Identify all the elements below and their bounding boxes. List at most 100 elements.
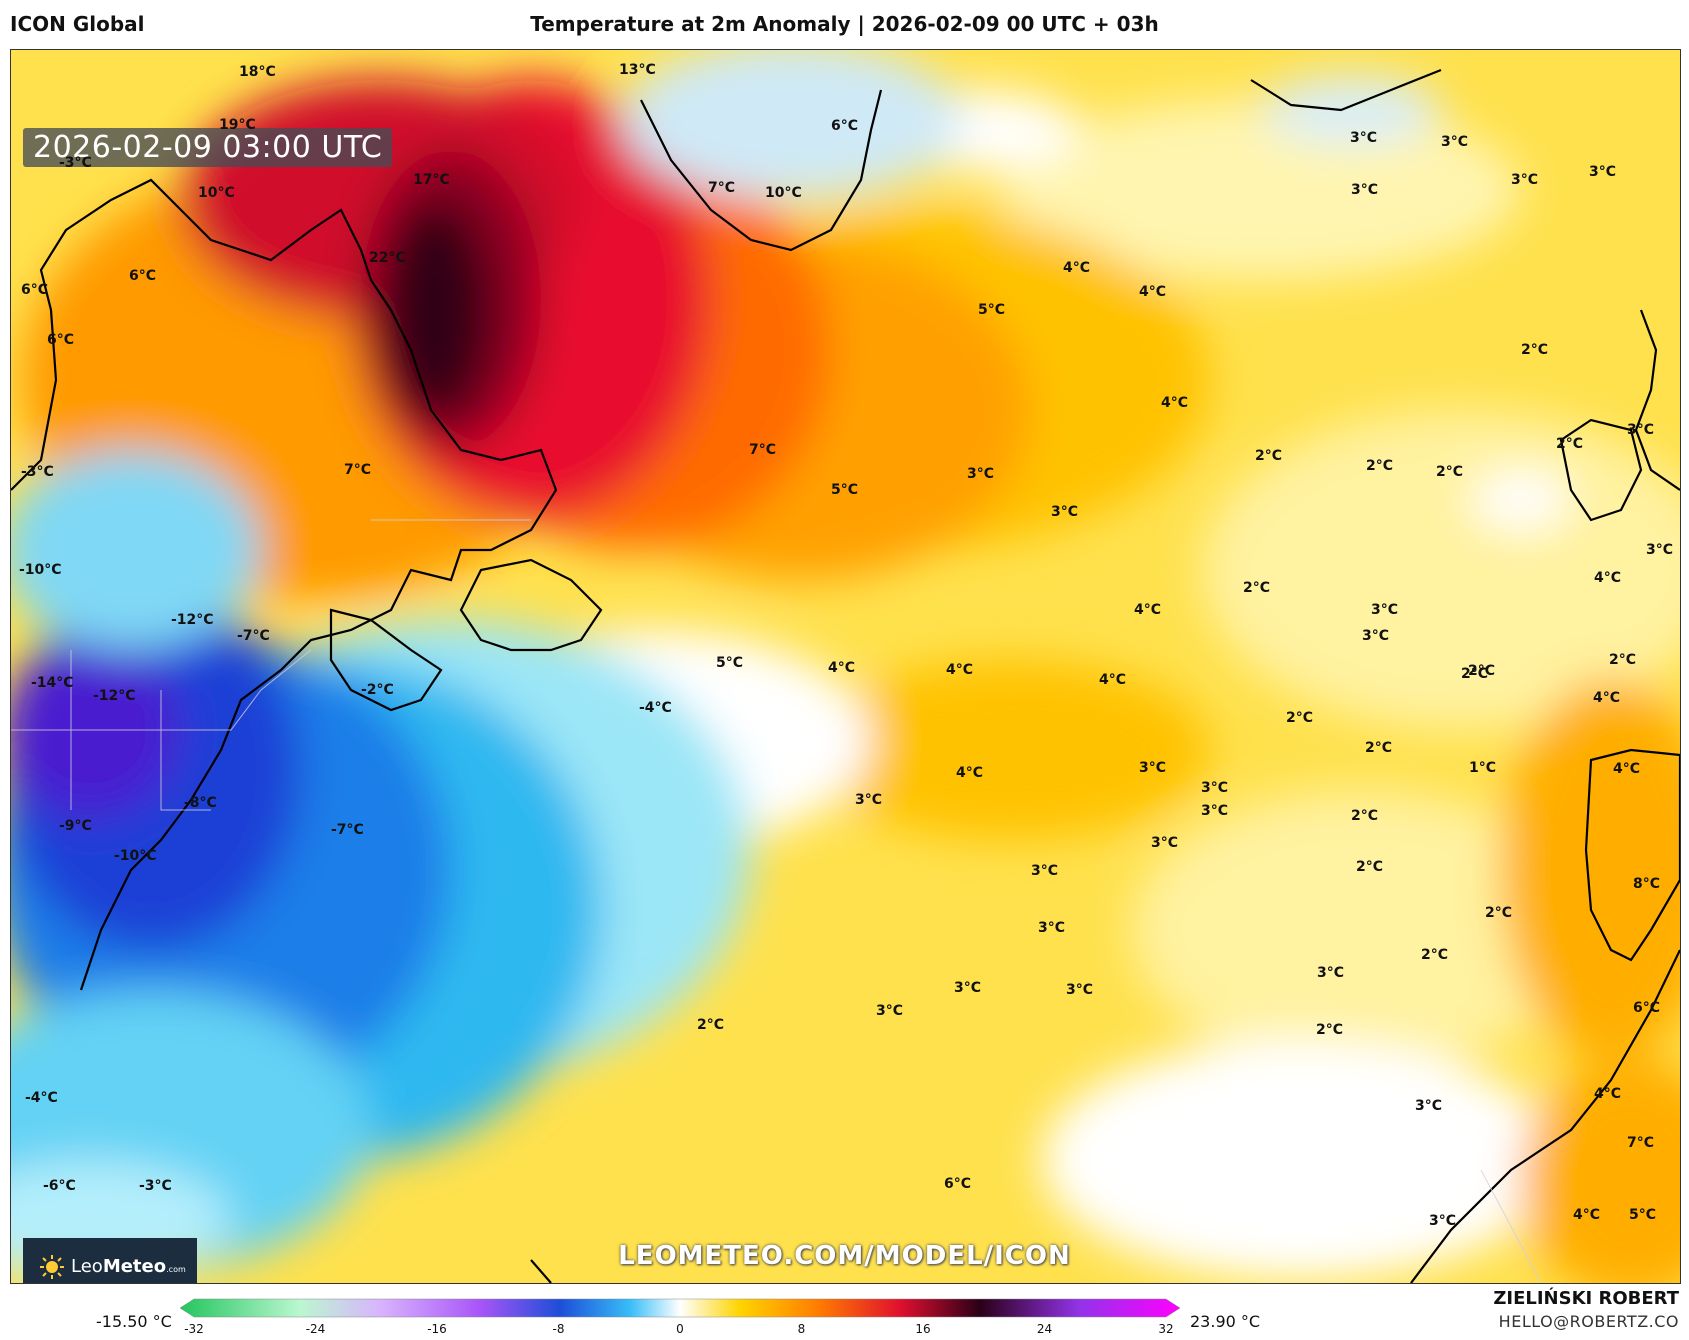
contour-value-label: 6°C	[831, 118, 859, 134]
contour-value-label: -3°C	[21, 464, 54, 480]
contour-value-label: 2°C	[1556, 436, 1584, 452]
contour-value-label: 2°C	[1421, 947, 1449, 963]
contour-value-label: 2°C	[1255, 448, 1283, 464]
contour-value-label: 18°C	[239, 64, 276, 80]
contour-value-label: 2°C	[1351, 808, 1379, 824]
contour-value-label: 2°C	[1286, 710, 1314, 726]
contour-value-label: 8°C	[1633, 876, 1661, 892]
anomaly-map: 2026-02-09 03:00 UTC 18°C 19°C 13°C 6°C -3°C…	[10, 49, 1681, 1284]
contour-value-label: 2°C	[1521, 342, 1549, 358]
colorbar-tick-label: 16	[915, 1322, 931, 1336]
contour-value-label: 7°C	[749, 442, 777, 458]
contour-value-label: 3°C	[1511, 172, 1539, 188]
colorbar-tick-label: -16	[427, 1322, 447, 1336]
contour-value-label: 4°C	[1594, 1086, 1622, 1102]
contour-value-label: 3°C	[1051, 504, 1079, 520]
contour-value-label: 1°C	[1469, 760, 1497, 776]
contour-value-label: 2°C	[1365, 740, 1393, 756]
contour-value-label: -8°C	[184, 795, 217, 811]
contour-value-label: -10°C	[114, 848, 157, 864]
contour-value-label: 2°C	[1609, 652, 1637, 668]
contour-value-label: 2°C	[1461, 666, 1489, 682]
model-name: ICON Global	[10, 12, 145, 36]
author-name: ZIELIŃSKI ROBERT	[1493, 1288, 1679, 1309]
contour-value-label: 6°C	[944, 1176, 972, 1192]
contour-value-label: 3°C	[1350, 130, 1378, 146]
contour-value-label: 4°C	[956, 765, 984, 781]
contour-value-label: 4°C	[1139, 284, 1167, 300]
watermark-url: LEOMETEO.COM/MODEL/ICON	[618, 1241, 1071, 1271]
contour-value-label: 3°C	[1441, 134, 1469, 150]
contour-value-label: 3°C	[1351, 182, 1379, 198]
map-canvas	[11, 50, 1680, 1283]
contour-value-label: -10°C	[19, 562, 62, 578]
contour-value-label: 3°C	[1362, 628, 1390, 644]
colorbar-tick-label: 24	[1036, 1322, 1053, 1336]
colorbar	[180, 1298, 1180, 1318]
logo-text: LeoMeteo.com	[71, 1256, 186, 1277]
author-email: HELLO@ROBERTZ.CO	[1498, 1312, 1679, 1331]
contour-value-label: 3°C	[1627, 422, 1655, 438]
contour-value-label: 2°C	[1485, 905, 1513, 921]
contour-value-label: 4°C	[1134, 602, 1162, 618]
colorbar-tick-label: -8	[552, 1322, 565, 1336]
contour-value-label: 3°C	[1038, 920, 1066, 936]
contour-value-label: 7°C	[1627, 1135, 1655, 1151]
contour-value-label: -4°C	[25, 1090, 58, 1106]
contour-value-label: -2°C	[361, 682, 394, 698]
contour-value-label: 3°C	[1201, 803, 1229, 819]
contour-value-label: 2°C	[697, 1017, 725, 1033]
colorbar-tick-label: -32	[184, 1322, 204, 1336]
contour-value-label: 3°C	[876, 1003, 904, 1019]
colorbar-tick-label: -24	[305, 1322, 326, 1336]
leometeo-logo: LeoMeteo.com	[23, 1238, 197, 1283]
contour-value-label: 2°C	[1243, 580, 1271, 596]
contour-value-label: 4°C	[1594, 570, 1622, 586]
contour-value-label: 3°C	[967, 466, 995, 482]
contour-value-label: 3°C	[954, 980, 982, 996]
chart-title: Temperature at 2m Anomaly | 2026-02-09 0…	[530, 12, 1159, 36]
colorbar-tick-label: 0	[676, 1322, 684, 1336]
contour-value-label: 3°C	[1589, 164, 1617, 180]
contour-value-label: 3°C	[1371, 602, 1399, 618]
contour-value-label: -7°C	[237, 628, 270, 644]
contour-value-label: 17°C	[413, 172, 450, 188]
contour-value-label: 22°C	[369, 250, 406, 266]
anomaly-fields	[11, 50, 1680, 1283]
contour-value-label: 3°C	[1151, 835, 1179, 851]
contour-value-label: 6°C	[129, 268, 157, 284]
colorbar-tick-label: 32	[1158, 1322, 1174, 1336]
contour-value-label: 19°C	[219, 117, 256, 133]
contour-value-label: 7°C	[344, 462, 372, 478]
contour-value-label: -12°C	[93, 688, 136, 704]
contour-value-label: 2°C	[1366, 458, 1394, 474]
contour-value-label: 2°C	[1468, 663, 1496, 679]
contour-value-label: -4°C	[639, 700, 672, 716]
contour-value-label: -3°C	[59, 155, 92, 171]
contour-value-label: -3°C	[139, 1178, 172, 1194]
contour-value-label: 3°C	[1066, 982, 1094, 998]
contour-value-label: 4°C	[1613, 761, 1641, 777]
colorbar-max-label: 23.90 °C	[1190, 1312, 1261, 1331]
contour-value-label: -6°C	[43, 1178, 76, 1194]
contour-value-label: 3°C	[1429, 1213, 1457, 1229]
colorbar-ticks: -32 -24 -16 -8 0 8 16 24 32	[180, 1322, 1180, 1340]
contour-value-label: 3°C	[1646, 542, 1674, 558]
contour-value-label: 2°C	[1436, 464, 1464, 480]
contour-value-label: 10°C	[198, 185, 235, 201]
contour-value-label: 4°C	[1573, 1207, 1601, 1223]
contour-value-label: 3°C	[1139, 760, 1167, 776]
contour-value-label: 6°C	[21, 282, 49, 298]
contour-value-label: -14°C	[31, 675, 74, 691]
contour-value-label: 4°C	[1161, 395, 1189, 411]
contour-value-label: -7°C	[331, 822, 364, 838]
contour-value-label: 6°C	[1633, 1000, 1661, 1016]
contour-value-label: 5°C	[831, 482, 859, 498]
contour-value-label: 4°C	[828, 660, 856, 676]
contour-value-label: 3°C	[1031, 863, 1059, 879]
contour-value-label: 2°C	[1316, 1022, 1344, 1038]
coastlines	[11, 68, 1680, 1283]
contour-value-label: -9°C	[59, 818, 92, 834]
contour-value-label: 3°C	[1415, 1098, 1443, 1114]
contour-value-label: 2°C	[1356, 859, 1384, 875]
